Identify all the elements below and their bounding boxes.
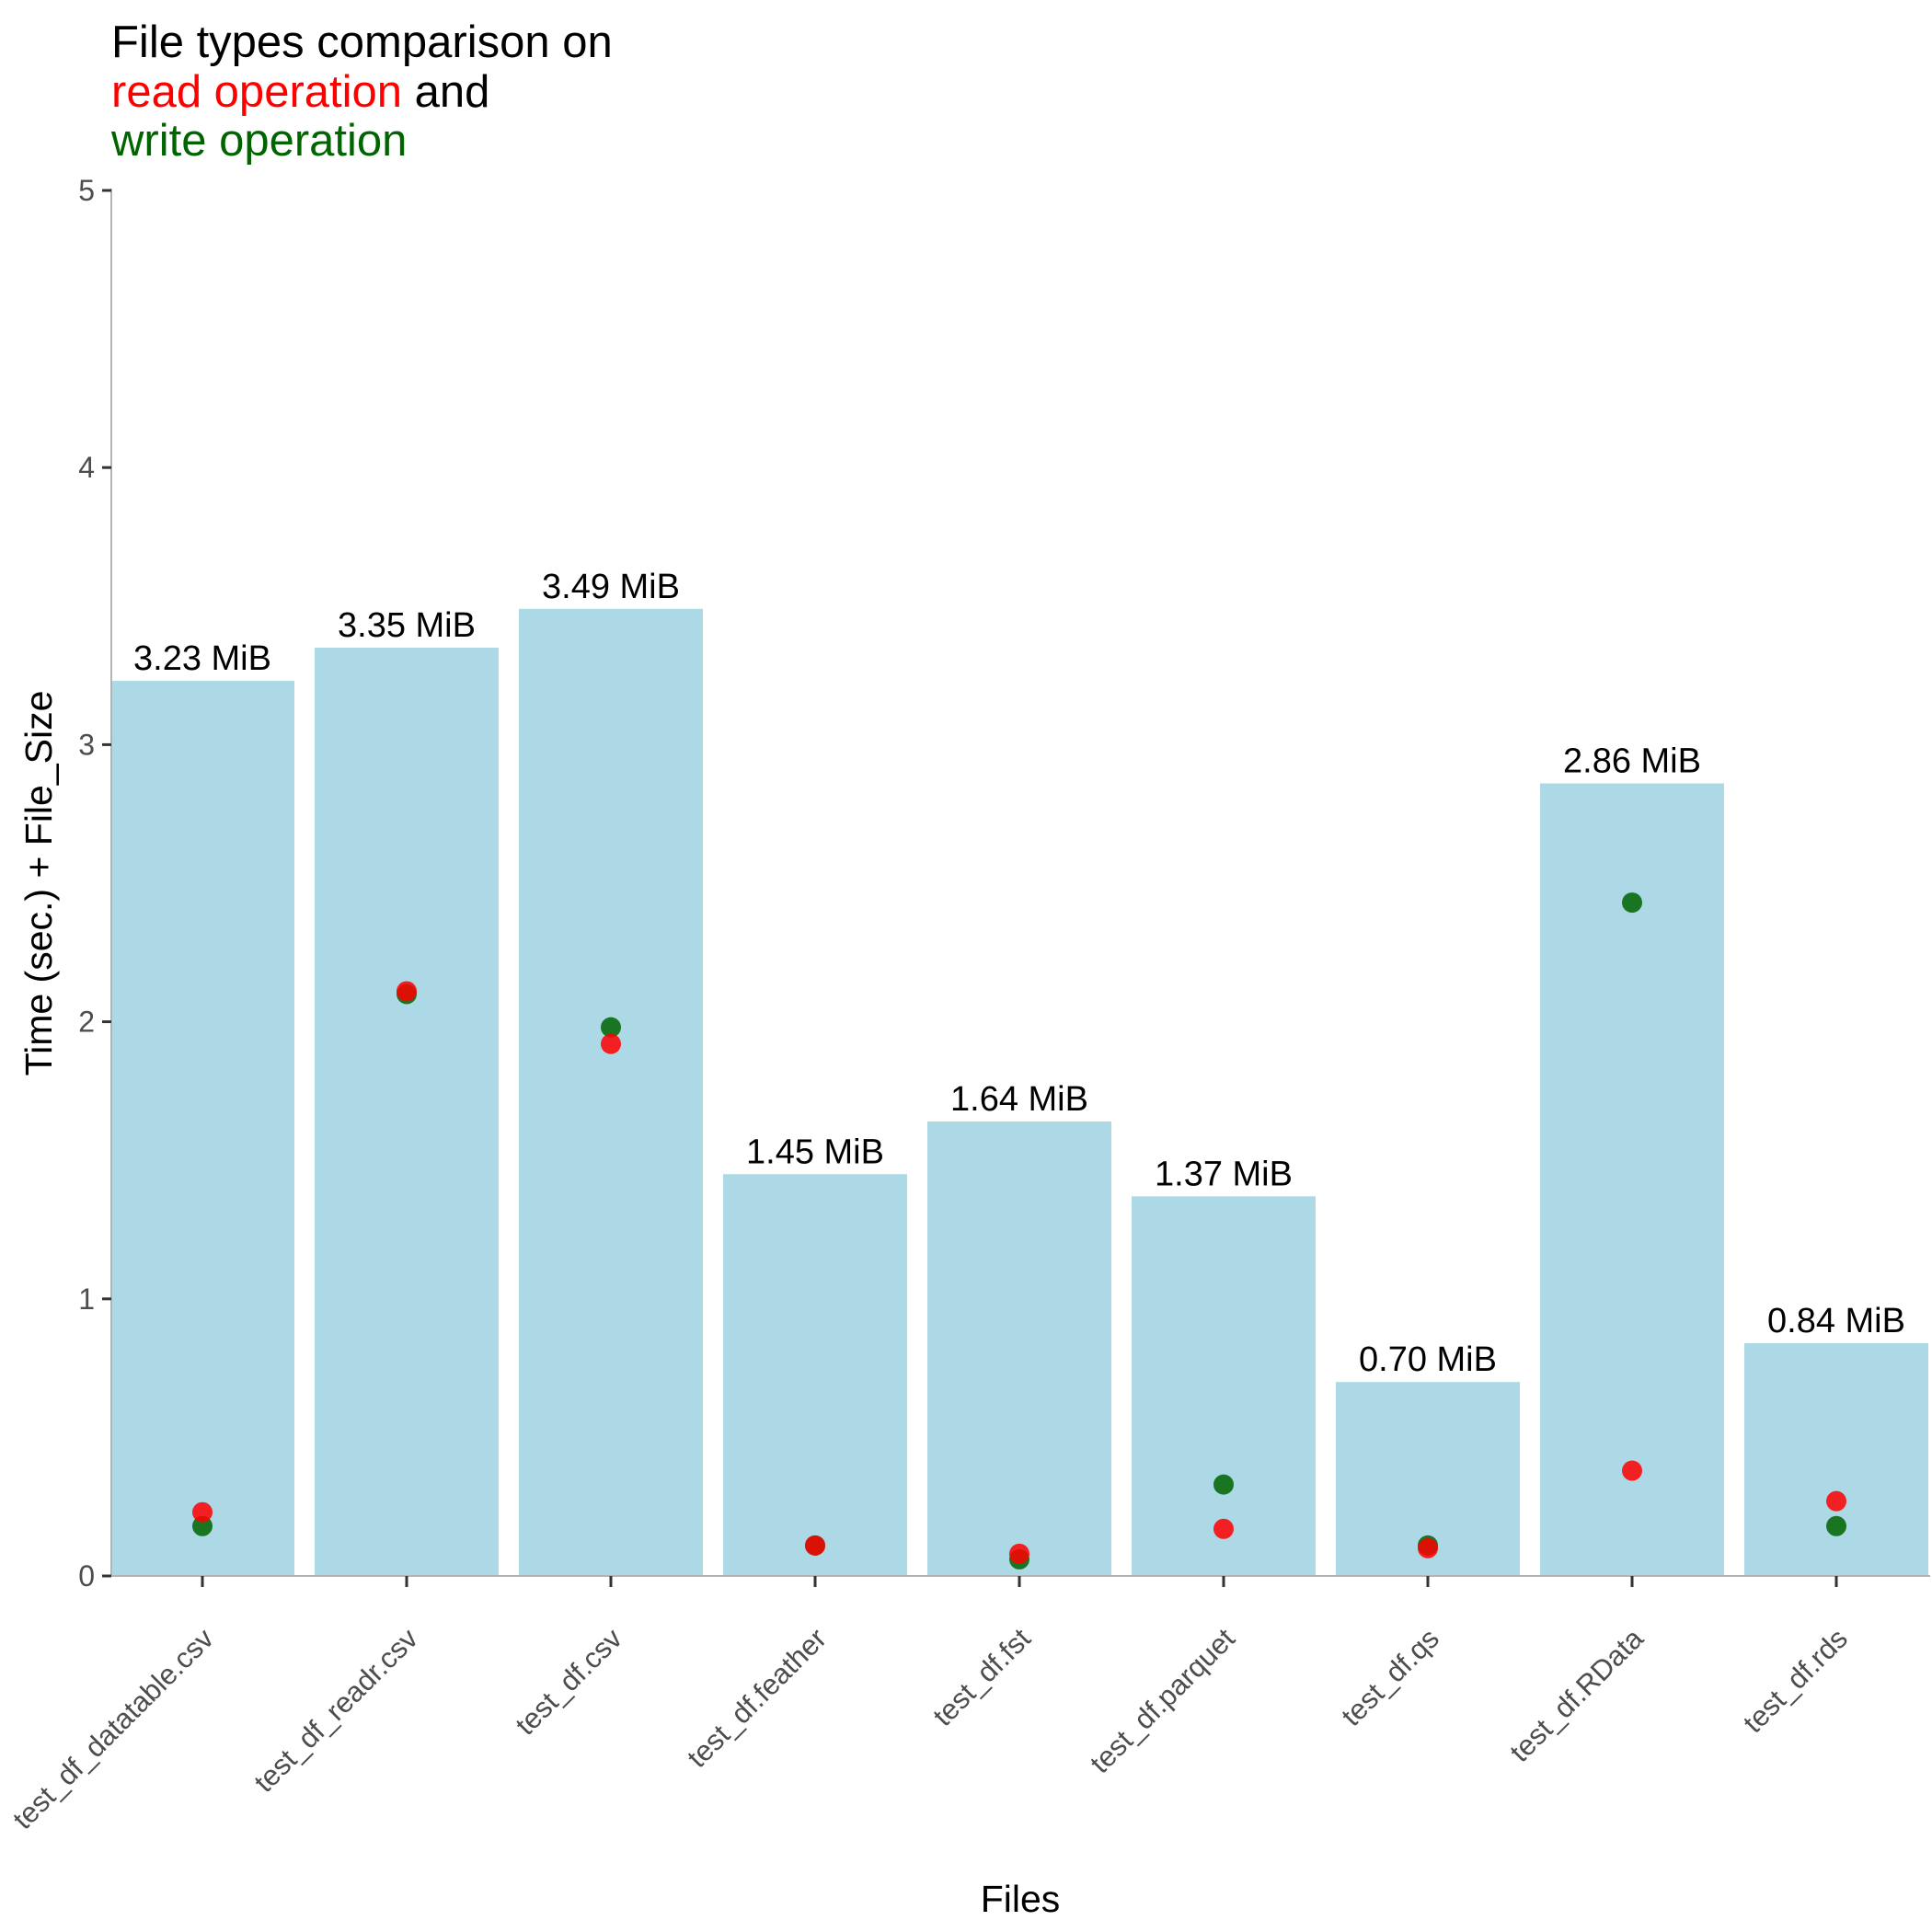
read-point-3 (805, 1535, 825, 1556)
read-point-7 (1622, 1460, 1642, 1481)
x-tick-label-3: test_df.feather (681, 1622, 833, 1774)
bar-label-4: 1.64 MiB (950, 1080, 1088, 1119)
x-tick-label-4: test_df.fst (926, 1622, 1037, 1732)
x-tick-label-8: test_df.rds (1737, 1622, 1854, 1739)
points-layer (192, 892, 1846, 1570)
bar-label-3: 1.45 MiB (746, 1133, 884, 1171)
bar-label-7: 2.86 MiB (1563, 742, 1701, 781)
y-tick-label-0: 0 (78, 1559, 95, 1593)
read-point-5 (1213, 1518, 1234, 1539)
bar-label-8: 0.84 MiB (1767, 1302, 1905, 1340)
x-tick-label-0: test_df_datatable.csv (6, 1622, 220, 1835)
bars-layer (111, 608, 1928, 1576)
read-point-8 (1826, 1490, 1846, 1512)
x-tick-label-7: test_df.RData (1503, 1622, 1650, 1768)
x-axis-title: Files (981, 1878, 1061, 1920)
x-tick-label-6: test_df.qs (1335, 1622, 1445, 1732)
chart-title-line-2: read operation and (111, 67, 489, 117)
bar-label-6: 0.70 MiB (1359, 1340, 1497, 1379)
read-point-4 (1009, 1543, 1029, 1564)
bar-1 (315, 647, 499, 1576)
write-point-7 (1622, 892, 1642, 914)
bar-label-5: 1.37 MiB (1155, 1155, 1293, 1193)
x-tick-label-1: test_df_readr.csv (247, 1622, 424, 1799)
write-point-5 (1213, 1474, 1234, 1495)
y-tick-label-3: 3 (78, 728, 95, 761)
write-point-2 (601, 1017, 621, 1038)
bar-4 (927, 1121, 1111, 1576)
read-point-6 (1418, 1537, 1438, 1558)
bar-3 (723, 1174, 907, 1576)
bar-5 (1132, 1196, 1316, 1576)
title-part-main: File types comparison on (111, 17, 613, 67)
y-tick-label-4: 4 (78, 451, 95, 484)
bar-2 (519, 608, 703, 1576)
bar-label-1: 3.35 MiB (338, 606, 476, 645)
bar-0 (111, 681, 294, 1576)
title-part-and: and (402, 67, 489, 117)
y-tick-label-2: 2 (78, 1006, 95, 1039)
x-tick-label-2: test_df.csv (509, 1622, 628, 1742)
y-tick-label-5: 5 (78, 174, 95, 207)
read-point-0 (192, 1501, 213, 1523)
chart-title-line-1: File types comparison on (111, 17, 613, 67)
bar-label-2: 3.49 MiB (542, 568, 680, 606)
x-tick-label-5: test_df.parquet (1084, 1622, 1241, 1779)
title-part-write: write operation (110, 116, 407, 166)
read-point-2 (601, 1033, 621, 1054)
y-axis-title: Time (sec.) + File_Size (17, 691, 60, 1076)
read-point-1 (397, 981, 417, 1002)
title-part-read: read operation (111, 67, 402, 117)
bar-label-0: 3.23 MiB (133, 639, 271, 678)
write-point-8 (1826, 1515, 1846, 1536)
write-point-0 (192, 1515, 213, 1536)
bar-8 (1744, 1342, 1928, 1576)
chart-title-line-3: write operation (110, 116, 407, 166)
y-tick-label-1: 1 (78, 1282, 95, 1316)
bar-7 (1540, 783, 1724, 1576)
bar-labels-layer: 3.23 MiB 3.35 MiB 3.49 MiB 1.45 MiB 1.64 MiB… (133, 568, 1905, 1379)
